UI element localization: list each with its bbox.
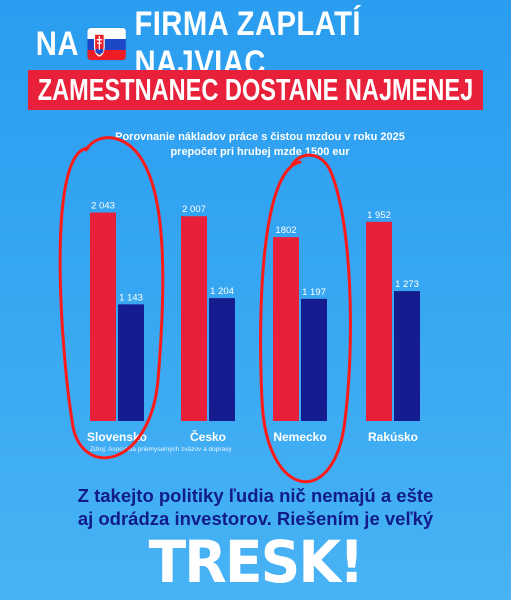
slovakia-flag-icon bbox=[87, 28, 126, 60]
brand-name: TRESK! bbox=[148, 528, 365, 596]
data-label-česko-series-2: 1 204 bbox=[210, 286, 234, 297]
headline-banner: ZAMESTNANEC DOSTANE NAJMENEJ bbox=[28, 70, 483, 110]
bar-slovensko-series-1 bbox=[90, 212, 116, 421]
brand-logo: TRESK! bbox=[0, 528, 511, 596]
bar-chart: 2 043 1 143 Slovensko 2 007 1 204 Česko 1802 1 … bbox=[87, 201, 420, 444]
bar-česko-series-1 bbox=[181, 216, 207, 421]
bar-nemecko-series-1 bbox=[273, 237, 299, 421]
slogan-line-1: Z takejto politiky ľudia nič nemajú a eš… bbox=[77, 485, 434, 506]
slogan-line-2: aj odrádza investorov. Riešením je veľký bbox=[77, 508, 434, 529]
data-label-nemecko-series-2: 1 197 bbox=[302, 287, 326, 298]
data-label-nemecko-series-1: 1802 bbox=[275, 225, 296, 236]
chart: 2 043 1 143 Slovensko 2 007 1 204 Česko 1802 1 … bbox=[0, 118, 511, 478]
chart-subtitle: prepočet pri hrubej mzde 1500 eur bbox=[170, 146, 350, 158]
bar-česko-series-2 bbox=[209, 298, 235, 421]
slogan: Z takejto politiky ľudia nič nemajú a eš… bbox=[0, 484, 511, 530]
headline-prefix: NA bbox=[35, 24, 79, 63]
bar-nemecko-series-2 bbox=[301, 298, 327, 421]
data-label-rakúsko-series-1: 1 952 bbox=[367, 210, 391, 221]
data-label-česko-series-1: 2 007 bbox=[182, 204, 206, 215]
headline-top: NA FIRMA ZAPLATÍ NAJVIAC bbox=[35, 5, 475, 82]
bar-rakúsko-series-2 bbox=[394, 291, 420, 421]
bar-rakúsko-series-1 bbox=[366, 221, 392, 421]
bar-slovensko-series-2 bbox=[118, 304, 144, 421]
data-label-slovensko-series-2: 1 143 bbox=[119, 292, 143, 303]
category-label-rakúsko: Rakúsko bbox=[368, 430, 418, 444]
chart-source: Zdroj: Asociácia priemyselných zväzov a … bbox=[90, 446, 232, 453]
chart-title-block: Porovnanie nákladov práce s čistou mzdou… bbox=[60, 130, 460, 160]
chart-title: Porovnanie nákladov práce s čistou mzdou… bbox=[115, 131, 405, 143]
category-label-slovensko: Slovensko bbox=[87, 430, 147, 444]
banner-text: ZAMESTNANEC DOSTANE NAJMENEJ bbox=[37, 72, 474, 107]
category-label-nemecko: Nemecko bbox=[273, 430, 326, 444]
data-label-rakúsko-series-2: 1 273 bbox=[395, 279, 419, 290]
category-label-česko: Česko bbox=[190, 429, 226, 444]
data-label-slovensko-series-1: 2 043 bbox=[91, 201, 115, 212]
